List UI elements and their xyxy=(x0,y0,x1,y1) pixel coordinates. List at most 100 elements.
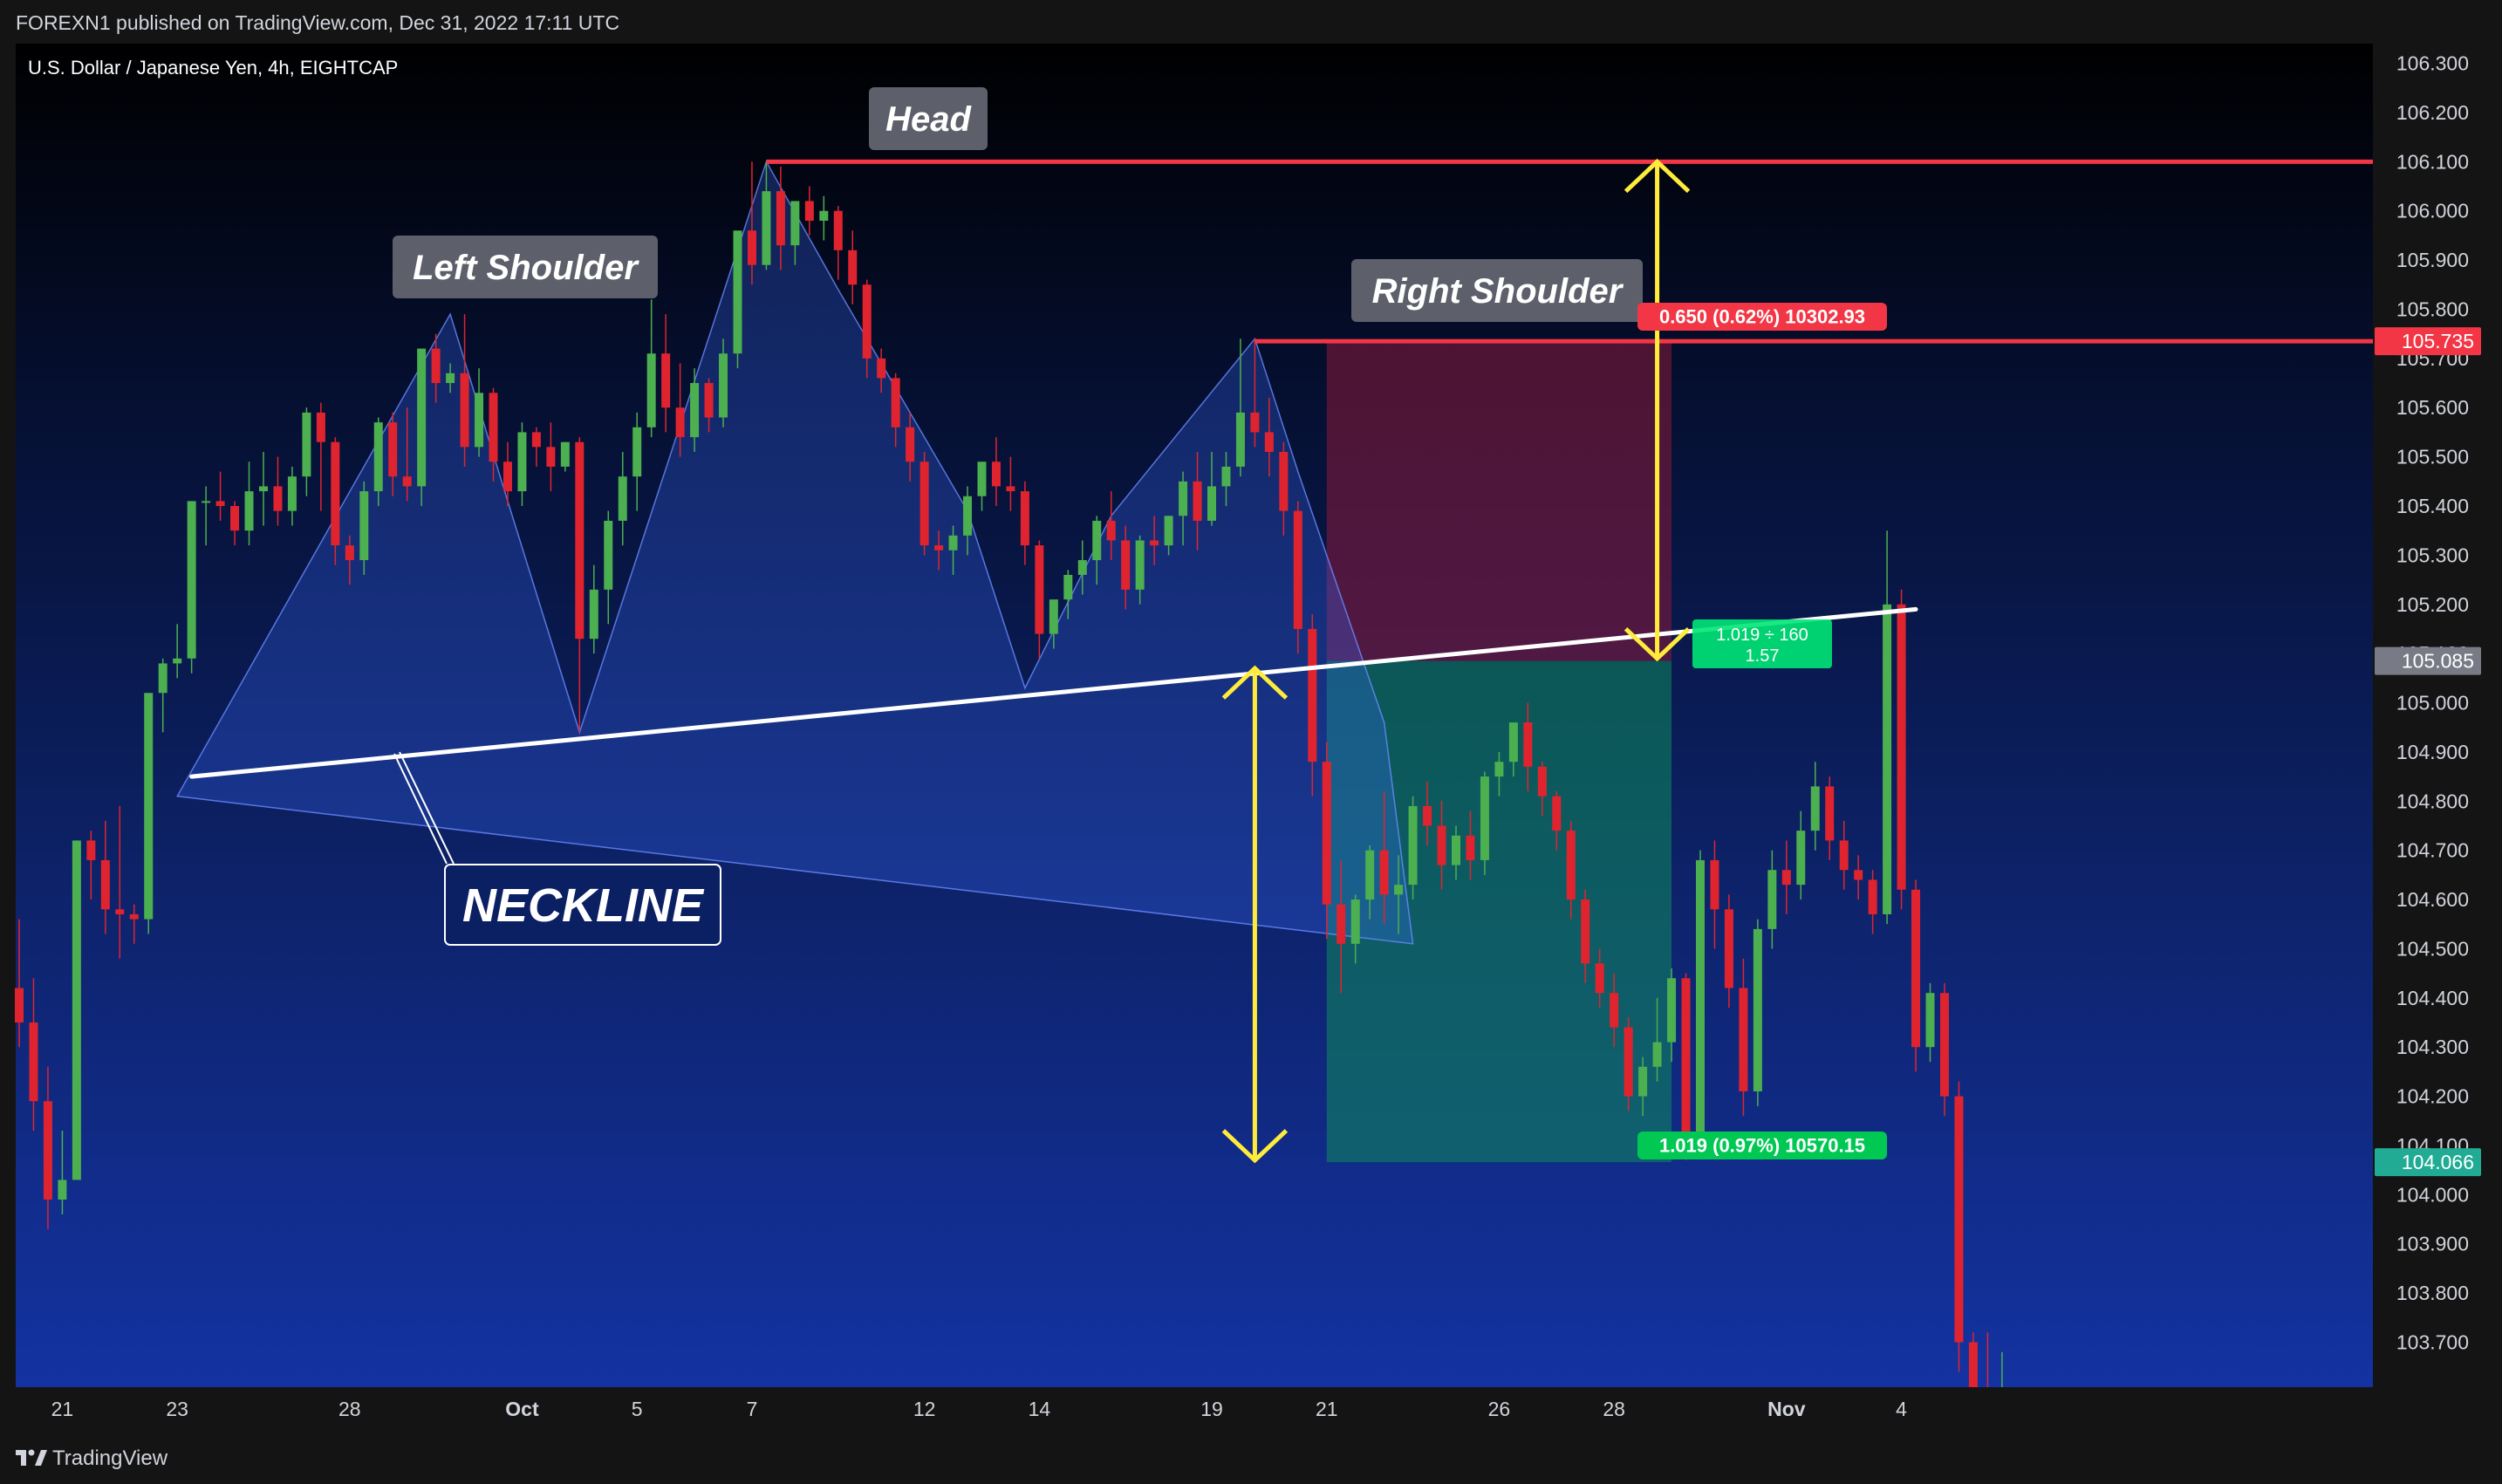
right-shoulder-label-box xyxy=(1351,259,1643,322)
candle xyxy=(1753,919,1762,1106)
candle xyxy=(1925,982,1935,1063)
candle xyxy=(1954,1081,1964,1372)
y-tick-label: 105.000 xyxy=(2396,692,2469,715)
neckline-label: NECKLINE xyxy=(444,864,721,946)
candle xyxy=(1839,820,1849,890)
top-bar: FOREXN1 published on TradingView.com, De… xyxy=(0,0,2502,44)
ratio-label-line2: 1.57 xyxy=(1746,646,1780,666)
candle-body xyxy=(948,535,958,551)
head-label-text: Head xyxy=(885,100,972,139)
candle-body xyxy=(1537,766,1547,797)
candle-body xyxy=(618,476,627,521)
candle-body xyxy=(1494,762,1504,777)
candle-body xyxy=(431,348,441,384)
candle-body xyxy=(273,486,283,511)
candle xyxy=(173,624,182,679)
candle-body xyxy=(1437,825,1446,865)
candle-body xyxy=(359,491,369,561)
target-label-box xyxy=(1637,1132,1887,1159)
y-tick-label: 103.800 xyxy=(2396,1282,2469,1304)
candle-body xyxy=(833,210,843,250)
candle xyxy=(1810,762,1820,851)
y-tick-label: 106.100 xyxy=(2396,150,2469,173)
candle xyxy=(1552,791,1562,851)
candle-body xyxy=(1308,628,1317,763)
candle-body xyxy=(460,373,469,448)
candle xyxy=(1480,771,1489,875)
candle-body xyxy=(963,496,973,536)
x-tick-label: Nov xyxy=(1767,1398,1806,1420)
candle xyxy=(129,904,139,944)
y-tick-label: 105.200 xyxy=(2396,593,2469,616)
candle-body xyxy=(1595,963,1604,994)
tradingview-logo-icon[interactable] xyxy=(14,1446,52,1467)
candle-body xyxy=(632,427,642,477)
candle xyxy=(158,658,167,733)
candle-body xyxy=(1839,840,1849,871)
candle-body xyxy=(991,462,1001,487)
candle-body xyxy=(646,353,656,427)
x-tick-label: 7 xyxy=(747,1398,758,1420)
candle xyxy=(1235,339,1245,477)
price-badge-text: 104.066 xyxy=(2402,1151,2474,1173)
candle xyxy=(43,1066,52,1229)
measured-move-arrow xyxy=(1221,665,1289,1164)
candle-body xyxy=(1106,520,1116,541)
y-tick-label: 105.300 xyxy=(2396,544,2469,566)
candle-body xyxy=(1049,599,1058,634)
stop-loss-zone xyxy=(1326,341,1672,661)
candle xyxy=(719,339,728,427)
neckline-line xyxy=(189,606,1918,779)
published-text: FOREXN1 published on TradingView.com, De… xyxy=(16,11,620,34)
candle xyxy=(1681,973,1691,1160)
candle xyxy=(804,186,814,236)
candle-body xyxy=(244,491,254,531)
candle xyxy=(1006,456,1015,511)
candle-body xyxy=(475,393,484,448)
candle xyxy=(1437,801,1446,890)
candle-body xyxy=(58,1180,67,1200)
footer-brand[interactable]: TradingView xyxy=(52,1446,168,1470)
candle-body xyxy=(891,378,900,427)
candle-body xyxy=(215,501,225,506)
candle-body xyxy=(1207,486,1217,521)
candle-body xyxy=(1379,850,1389,895)
candle-body xyxy=(345,545,354,561)
candle xyxy=(502,441,512,506)
stop-label: 0.650 (0.62%) 10302.93 xyxy=(1637,303,1887,331)
candle-body xyxy=(489,393,498,462)
arrow-head-down xyxy=(1624,626,1691,662)
candle xyxy=(244,462,254,546)
candle xyxy=(1264,397,1274,477)
candle-body xyxy=(1293,510,1302,629)
x-tick-label: 4 xyxy=(1896,1398,1907,1420)
candle xyxy=(402,407,412,502)
candle-body xyxy=(977,462,987,496)
x-tick-label: 21 xyxy=(1316,1398,1338,1420)
candle-body xyxy=(1523,722,1533,767)
x-tick-label: 19 xyxy=(1200,1398,1223,1420)
candle xyxy=(546,422,556,492)
candle-body xyxy=(202,501,211,503)
candle-body xyxy=(1466,835,1475,860)
candle xyxy=(1466,810,1475,880)
y-tick-label: 105.600 xyxy=(2396,396,2469,419)
candle xyxy=(733,230,742,369)
neckline-callout-line xyxy=(399,751,455,865)
candle xyxy=(1624,1017,1633,1111)
candle-body xyxy=(1063,574,1073,600)
candle-body xyxy=(1796,831,1806,886)
candle-body xyxy=(790,201,800,246)
candle xyxy=(1566,820,1576,920)
candle-body xyxy=(1164,516,1173,546)
candle xyxy=(1164,516,1173,556)
candle-body xyxy=(848,250,858,285)
x-tick-label: 21 xyxy=(51,1398,74,1420)
candle xyxy=(1092,516,1102,585)
candle-body xyxy=(1077,560,1087,575)
candle xyxy=(1667,968,1677,1063)
candle xyxy=(661,314,671,433)
candle xyxy=(1724,894,1733,1009)
candle-body xyxy=(1179,481,1188,516)
candle xyxy=(848,230,858,304)
